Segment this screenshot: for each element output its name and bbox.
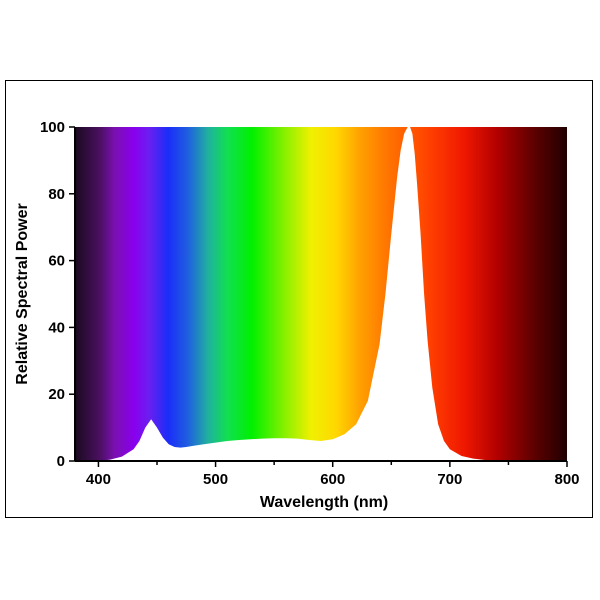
spectrum-background — [75, 127, 567, 461]
x-tick-label: 400 — [86, 471, 111, 488]
y-tick-label: 0 — [57, 453, 65, 470]
y-tick-label: 100 — [40, 119, 65, 136]
x-tick-label: 600 — [320, 471, 345, 488]
y-tick-label: 20 — [48, 386, 65, 403]
y-tick-label: 80 — [48, 186, 65, 203]
y-axis-title: Relative Spectral Power — [14, 203, 31, 384]
x-tick-label: 500 — [203, 471, 228, 488]
y-tick-label: 40 — [48, 319, 65, 336]
y-axis-ticks: 0 20 40 60 80 100 — [40, 119, 75, 470]
x-tick-label: 700 — [437, 471, 462, 488]
y-tick-label: 60 — [48, 253, 65, 270]
x-tick-label: 800 — [554, 471, 579, 488]
x-axis-title: Wavelength (nm) — [260, 494, 388, 511]
x-axis-ticks: 400 500 600 700 800 — [86, 461, 580, 488]
